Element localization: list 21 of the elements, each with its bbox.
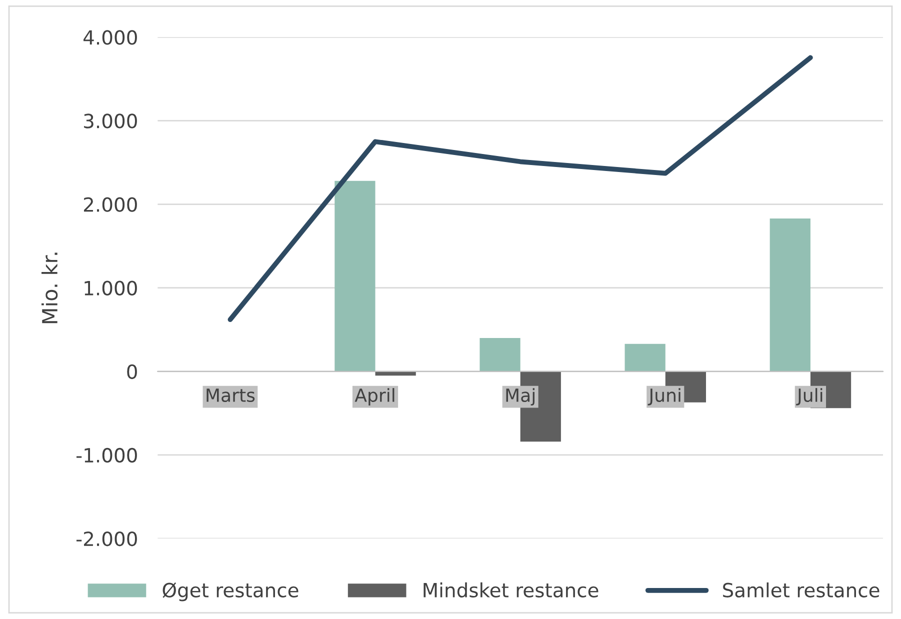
y-tick-label: -1.000 [76, 448, 137, 463]
bar [334, 180, 376, 372]
x-tick-label: April [354, 388, 394, 406]
bar [770, 218, 810, 372]
x-tick-label: Maj [506, 388, 534, 406]
line-series [228, 55, 813, 322]
x-tick-label: Juni [648, 388, 680, 406]
y-tick-label: 4.000 [84, 30, 137, 45]
legend-label: Samlet restance [723, 582, 880, 598]
y-tick-label: 2.000 [84, 197, 137, 212]
legend-label: Mindsket restance [424, 582, 598, 598]
y-axis-title: Mio. kr. [42, 252, 58, 324]
bar [624, 344, 666, 372]
x-tick-label: Juli [796, 388, 822, 406]
y-tick-label: 0 [127, 364, 137, 380]
y-tick-label: 3.000 [84, 114, 137, 128]
x-tick-label: Marts [206, 388, 255, 402]
y-tick-label: -2.000 [76, 531, 137, 546]
legend-label: Øget restance [162, 582, 298, 602]
bar [480, 338, 520, 372]
y-tick-label: 1.000 [84, 280, 137, 296]
